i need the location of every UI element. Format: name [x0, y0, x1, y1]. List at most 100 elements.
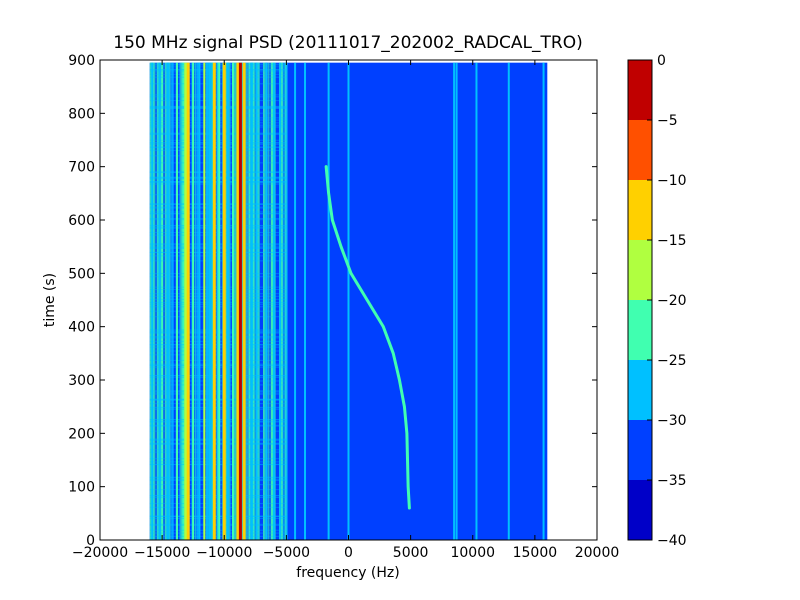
- noise-row: [149, 112, 287, 114]
- noise-row: [149, 480, 287, 482]
- carrier-line: [151, 62, 154, 541]
- noise-column: [253, 62, 255, 541]
- noise-column: [206, 62, 210, 541]
- noise-row: [149, 316, 287, 318]
- noise-row: [149, 375, 287, 377]
- noise-row: [149, 245, 287, 247]
- noise-row: [149, 133, 287, 135]
- y-tick-label: 200: [68, 426, 95, 442]
- noise-column: [194, 62, 196, 541]
- noise-row: [149, 143, 287, 145]
- noise-row: [149, 406, 287, 408]
- noise-row: [149, 449, 287, 451]
- noise-row: [149, 390, 287, 392]
- colorbar-segment: [628, 360, 652, 420]
- noise-row: [149, 331, 287, 333]
- carrier-line: [453, 62, 456, 541]
- colorbar-segment: [628, 180, 652, 240]
- noise-row: [149, 495, 287, 497]
- noise-row: [149, 117, 287, 119]
- carrier-line: [176, 62, 179, 541]
- colorbar-segment: [628, 60, 652, 120]
- noise-row: [149, 71, 287, 73]
- noise-row: [149, 177, 287, 179]
- noise-row: [149, 244, 287, 246]
- noise-row: [149, 176, 287, 178]
- noise-row: [149, 251, 287, 253]
- noise-row: [149, 177, 287, 179]
- carrier-line: [198, 62, 201, 541]
- noise-row: [149, 529, 287, 531]
- noise-row: [149, 306, 287, 308]
- noise-column: [150, 62, 153, 541]
- carrier-line: [208, 62, 211, 541]
- noise-row: [149, 403, 287, 405]
- noise-column: [229, 62, 231, 541]
- noise-column: [180, 62, 182, 541]
- noise-row: [149, 425, 287, 427]
- carrier-line: [327, 62, 330, 541]
- noise-row: [149, 295, 287, 297]
- noise-row: [149, 515, 287, 517]
- y-tick-label: 600: [68, 213, 95, 229]
- noise-row: [149, 365, 287, 367]
- carrier-line: [184, 62, 188, 541]
- noise-column: [181, 62, 184, 541]
- carrier-line: [226, 62, 229, 541]
- noise-row: [149, 495, 287, 497]
- noise-row: [149, 122, 287, 124]
- noise-row: [149, 535, 287, 537]
- noise-row: [149, 231, 287, 233]
- x-tick-label: −10000: [196, 545, 252, 561]
- x-tick-label: 5000: [393, 545, 429, 561]
- noise-row: [149, 461, 287, 463]
- noise-row: [149, 213, 287, 215]
- x-tick-label: 0: [344, 545, 353, 561]
- noise-row: [149, 83, 287, 85]
- noise-row: [149, 532, 287, 534]
- noise-column: [263, 62, 265, 541]
- colorbar-segment: [628, 120, 652, 180]
- noise-row: [149, 181, 287, 183]
- y-tick-label: 300: [68, 373, 95, 389]
- y-tick-label: 500: [68, 266, 95, 282]
- y-tick-label: 800: [68, 106, 95, 122]
- noise-row: [149, 207, 287, 209]
- noise-column: [172, 62, 174, 541]
- noise-column: [241, 62, 244, 541]
- noise-row: [149, 464, 287, 466]
- noise-row: [149, 344, 287, 346]
- noise-row: [149, 344, 287, 346]
- noise-row: [149, 515, 287, 517]
- noise-row: [149, 107, 287, 109]
- noise-row: [149, 484, 287, 486]
- noise-row: [149, 132, 287, 134]
- noise-row: [149, 155, 287, 157]
- heatmap: [149, 62, 548, 541]
- colorbar-tick-label: −5: [657, 113, 678, 129]
- noise-row: [149, 133, 287, 135]
- noise-row: [149, 251, 287, 253]
- noise-row: [149, 288, 287, 290]
- noise-row: [149, 63, 287, 65]
- noise-row: [149, 219, 287, 221]
- noise-row: [149, 476, 287, 478]
- noise-row: [149, 66, 287, 68]
- carrier-line: [186, 62, 190, 541]
- noise-row: [149, 363, 287, 365]
- carrier-line: [507, 62, 510, 541]
- noise-row: [149, 489, 287, 491]
- noise-row: [149, 224, 287, 226]
- noise-column: [281, 62, 284, 541]
- chart-title: 150 MHz signal PSD (20111017_202002_RADC…: [113, 33, 582, 53]
- noise-row: [149, 212, 287, 214]
- noise-column: [245, 62, 248, 541]
- noise-row: [149, 303, 287, 305]
- noise-row: [149, 430, 287, 432]
- noise-row: [149, 439, 287, 441]
- noise-row: [149, 443, 287, 445]
- y-tick-label: 700: [68, 160, 95, 176]
- noise-row: [149, 418, 287, 420]
- noise-row: [149, 517, 287, 519]
- noise-row: [149, 149, 287, 151]
